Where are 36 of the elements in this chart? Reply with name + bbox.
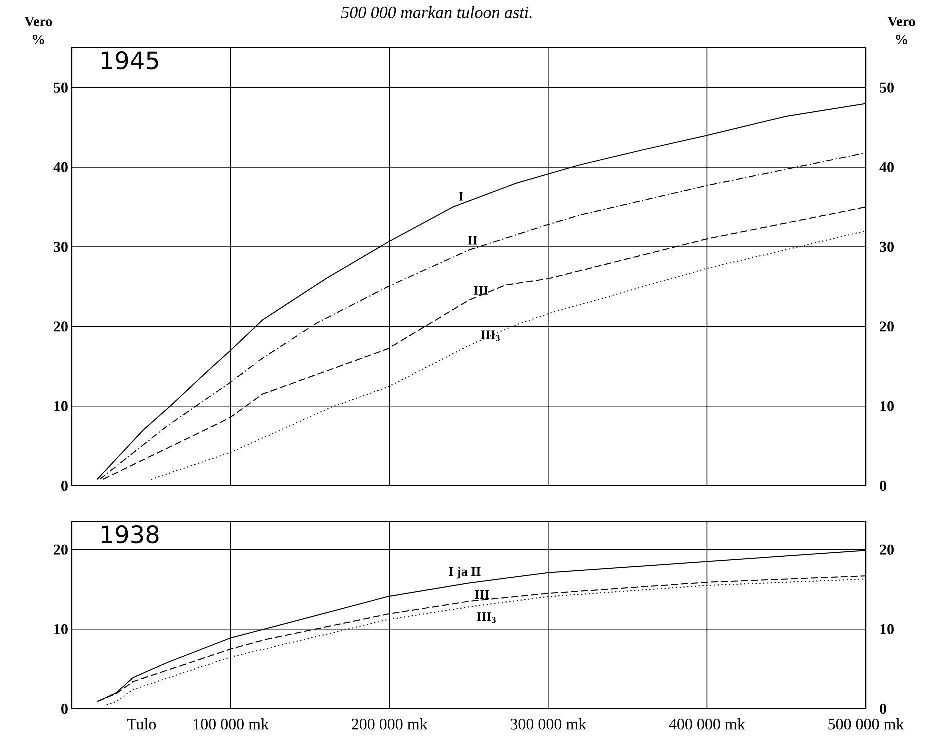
y-tick-label: 50 xyxy=(54,82,68,93)
y-tick-label: 40 xyxy=(54,162,68,172)
series-label: II xyxy=(468,236,478,245)
y2-tick-label: 50 xyxy=(880,82,894,93)
y-tick-label: 10 xyxy=(54,624,68,634)
x-tick-label: 300 000 mk xyxy=(510,718,587,730)
y2-tick-label: 0 xyxy=(880,704,886,714)
y2-tick-label: 30 xyxy=(880,242,894,252)
y2-tick-label: 0 xyxy=(880,480,886,492)
series-label: III$_{3}$ xyxy=(480,330,500,342)
series-label: III$_{3}$ xyxy=(476,612,496,624)
y-tick-label: 0 xyxy=(62,480,68,492)
chart-subtitle: 1945 xyxy=(102,52,158,70)
x-axis-title: Tulo xyxy=(127,718,156,730)
y2-axis-title: Vero % xyxy=(888,17,916,44)
series-label: III xyxy=(474,286,488,295)
chart-title: 500 000 markan tuloon asti. xyxy=(341,6,532,18)
y-tick-label: 20 xyxy=(54,322,68,332)
x-tick-label: 200 000 mk xyxy=(352,718,428,730)
y-tick-label: 30 xyxy=(54,242,68,252)
x-tick-label: 100 000 mk xyxy=(194,718,270,730)
y-axis-title: Vero % xyxy=(24,17,52,44)
series-label: I xyxy=(459,192,464,201)
y-tick-label: 20 xyxy=(54,544,68,555)
y2-tick-label: 10 xyxy=(880,624,894,634)
series-label: I ja II xyxy=(449,566,481,579)
y-tick-label: 0 xyxy=(62,704,68,714)
series-label: III xyxy=(474,590,490,600)
y-tick-label: 10 xyxy=(54,401,68,412)
y2-tick-label: 10 xyxy=(880,401,894,412)
x-tick-label: 500 000 mk xyxy=(828,718,904,730)
chart-title: 1938 xyxy=(102,526,159,544)
y2-tick-label: 20 xyxy=(880,322,894,332)
y2-tick-label: 40 xyxy=(880,162,894,172)
x-tick-label: 400 000 mk xyxy=(669,718,746,730)
y2-tick-label: 20 xyxy=(880,544,894,555)
